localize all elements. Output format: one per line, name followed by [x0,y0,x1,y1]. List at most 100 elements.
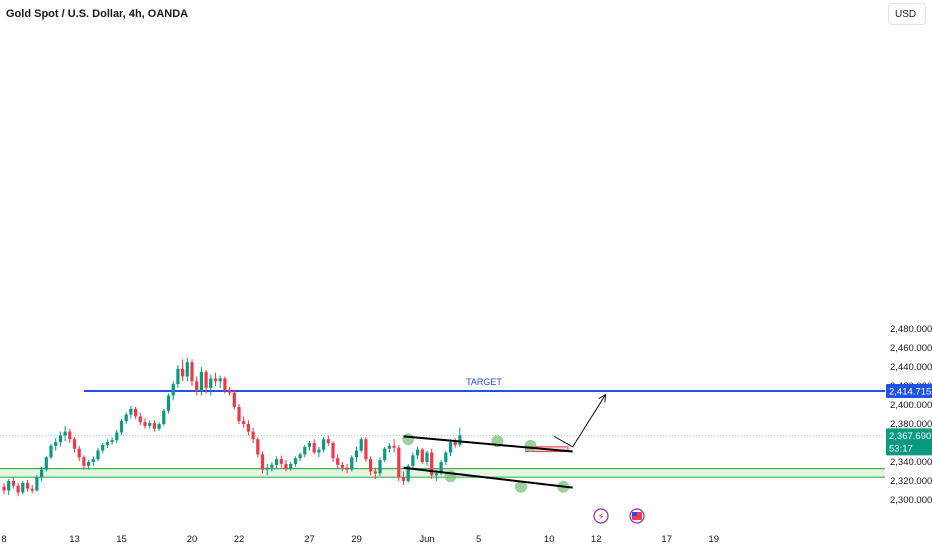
candle-body [312,443,316,453]
candle-body [411,455,415,466]
candle-body [246,424,250,432]
candle-body [63,431,67,436]
x-tick-label: 29 [351,534,362,545]
x-tick-label: 10 [544,534,555,545]
x-tick-label: 19 [708,534,719,545]
x-tick-label: 5 [476,534,481,545]
candle-body [162,410,166,424]
x-tick-label: 17 [661,534,672,545]
candle-body [2,486,6,491]
candle-body [345,467,349,470]
candle-body [157,424,161,429]
y-tick-label: 2,340.000 [890,457,932,468]
candle-body [458,435,462,445]
candle-body [171,384,175,396]
channel-lower-line [403,466,573,489]
candle-body [30,488,34,491]
y-tick-label: 2,440.000 [890,362,932,373]
x-tick-label: 15 [116,534,127,545]
candle-body [96,450,100,460]
chart-title: Gold Spot / U.S. Dollar, 4h, OANDA [6,8,189,20]
candle-body [256,439,260,455]
candle-body [434,473,438,476]
candle-body [378,460,382,474]
candle-body [265,467,269,470]
candle-body [387,445,391,449]
candle-body [448,442,453,453]
candle-body [119,421,124,433]
countdown-text: 53:17 [889,443,913,454]
pivot-marker [524,439,537,452]
candle-body [322,439,326,450]
target-price-text: 2,414.715 [889,387,931,398]
candle-body [49,445,53,458]
candle-body [110,440,114,443]
candle-body [270,464,274,468]
x-tick-label: Jun [419,534,434,545]
candle-body [105,442,109,445]
candle-body [195,381,199,391]
x-tick-label: 20 [187,534,198,545]
candle-body [82,457,86,466]
candle-body [223,378,227,390]
candle-body [416,449,420,456]
candle-body [209,378,213,388]
candle-body [21,482,25,493]
candle-body [228,389,232,393]
y-tick-label: 2,480.000 [890,324,932,335]
candle-body [16,485,20,493]
candle-body [44,457,48,470]
candle-body [124,414,128,422]
target-label: TARGET [466,377,502,387]
candle-body [420,449,424,462]
candle-body [430,452,434,476]
y-tick-label: 2,380.000 [890,419,932,430]
candle-body [401,477,406,481]
candle-body [87,462,91,466]
lightning-event-icon [593,508,609,524]
candle-body [369,459,373,472]
current-price-text: 2,367.690 [889,431,931,442]
candle-body [148,423,152,426]
candle-body [115,432,119,441]
candle-body [185,362,189,377]
candle-body [326,439,330,443]
candle-body [152,423,156,429]
pivot-marker [515,480,527,493]
candle-body [289,463,293,469]
candle-body [213,378,218,382]
candle-body [336,458,340,465]
candle-body [72,439,77,449]
currency-selector[interactable]: USD [888,3,926,25]
candle-body [242,421,246,424]
candle-body [397,447,401,478]
current-price-badge [886,428,932,456]
candle-body [7,481,11,491]
x-tick-label: 13 [69,534,80,545]
candle-body [293,458,297,464]
candle-body [134,408,138,417]
candle-body [68,431,72,440]
candle-body [77,448,81,458]
pivot-marker [402,433,415,446]
x-tick-label: 22 [234,534,245,545]
candle-body [58,435,62,443]
candle-body [204,371,208,388]
candle-body [331,443,335,459]
y-tick-label: 2,460.000 [890,343,932,354]
candle-body [260,454,265,470]
projection-arrow-head [598,393,607,403]
y-tick-label: 2,320.000 [890,476,932,487]
candle-body [129,408,133,415]
candle-body [392,445,396,448]
y-tick-label: 2,300.000 [890,495,932,506]
candle-body [218,378,222,382]
target-price-badge [886,384,932,399]
lightning-glyph: ⚡ [597,512,604,523]
candle-body [232,392,236,407]
candle-body [279,459,283,464]
candle-body [373,471,377,474]
candle-body [425,452,429,462]
candle-body [190,362,194,382]
